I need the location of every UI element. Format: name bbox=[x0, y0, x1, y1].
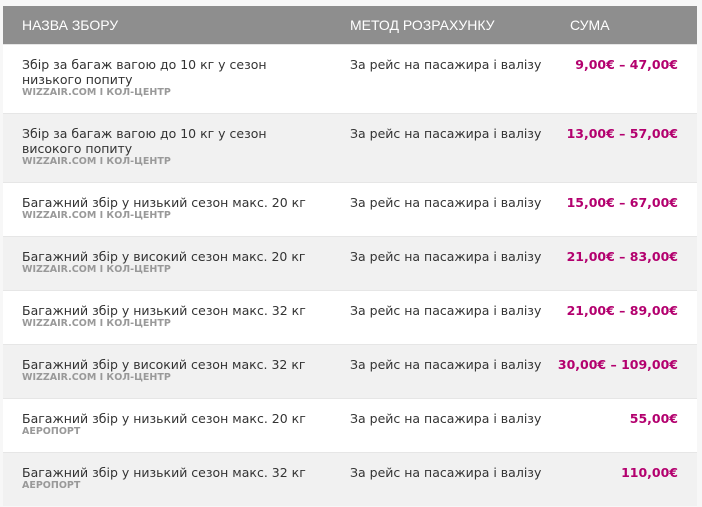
fee-name-cell: Багажний збір у низький сезон макс. 32 к… bbox=[22, 303, 322, 330]
fee-name-cell: Багажний збір у низький сезон макс. 32 к… bbox=[22, 465, 322, 492]
fee-method: За рейс на пасажира і валізу bbox=[350, 57, 542, 72]
fee-name: Збір за багаж вагою до 10 кг у сезон низ… bbox=[22, 57, 267, 87]
fee-source: WIZZAIR.COM І КОЛ-ЦЕНТР bbox=[22, 318, 171, 329]
table-row: Збір за багаж вагою до 10 кг у сезон низ… bbox=[3, 44, 697, 113]
fee-name-cell: Збір за багаж вагою до 10 кг у сезон низ… bbox=[22, 57, 322, 99]
fee-method: За рейс на пасажира і валізу bbox=[350, 303, 542, 318]
fee-method: За рейс на пасажира і валізу bbox=[350, 126, 542, 141]
column-header-method: МЕТОД РОЗРАХУНКУ bbox=[350, 17, 495, 33]
fee-price: 55,00€ bbox=[629, 411, 678, 426]
fee-price: 13,00€ – 57,00€ bbox=[566, 126, 678, 141]
fee-name: Збір за багаж вагою до 10 кг у сезон вис… bbox=[22, 126, 267, 156]
fee-price: 21,00€ – 83,00€ bbox=[566, 249, 678, 264]
fee-name: Багажний збір у високий сезон макс. 32 к… bbox=[22, 357, 306, 372]
fee-method: За рейс на пасажира і валізу bbox=[350, 249, 542, 264]
column-header-name: НАЗВА ЗБОРУ bbox=[22, 17, 119, 33]
fee-method: За рейс на пасажира і валізу bbox=[350, 411, 542, 426]
fee-name-cell: Збір за багаж вагою до 10 кг у сезон вис… bbox=[22, 126, 322, 168]
fee-name: Багажний збір у високий сезон макс. 20 к… bbox=[22, 249, 306, 264]
fee-method: За рейс на пасажира і валізу bbox=[350, 465, 542, 480]
fee-name-cell: Багажний збір у високий сезон макс. 32 к… bbox=[22, 357, 322, 384]
table-row: Багажний збір у низький сезон макс. 20 к… bbox=[3, 182, 697, 236]
table-row: Збір за багаж вагою до 10 кг у сезон вис… bbox=[3, 113, 697, 182]
fee-price: 30,00€ – 109,00€ bbox=[557, 357, 678, 372]
table-row: Багажний збір у високий сезон макс. 32 к… bbox=[3, 344, 697, 398]
fee-method: За рейс на пасажира і валізу bbox=[350, 357, 542, 372]
fee-price: 9,00€ – 47,00€ bbox=[575, 57, 678, 72]
fee-name-cell: Багажний збір у низький сезон макс. 20 к… bbox=[22, 195, 322, 222]
table-row: Багажний збір у низький сезон макс. 32 к… bbox=[3, 290, 697, 344]
fees-table: НАЗВА ЗБОРУ МЕТОД РОЗРАХУНКУ СУМА Збір з… bbox=[3, 6, 697, 506]
table-row: Багажний збір у низький сезон макс. 32 к… bbox=[3, 452, 697, 506]
table-row: Багажний збір у низький сезон макс. 20 к… bbox=[3, 398, 697, 452]
fee-name-cell: Багажний збір у високий сезон макс. 20 к… bbox=[22, 249, 322, 276]
fee-source: WIZZAIR.COM І КОЛ-ЦЕНТР bbox=[22, 264, 171, 275]
fee-source: WIZZAIR.COM І КОЛ-ЦЕНТР bbox=[22, 372, 171, 383]
table-row: Багажний збір у високий сезон макс. 20 к… bbox=[3, 236, 697, 290]
fee-method: За рейс на пасажира і валізу bbox=[350, 195, 542, 210]
table-header: НАЗВА ЗБОРУ МЕТОД РОЗРАХУНКУ СУМА bbox=[3, 6, 697, 44]
fee-source: WIZZAIR.COM І КОЛ-ЦЕНТР bbox=[22, 87, 171, 98]
column-header-amount: СУМА bbox=[570, 17, 610, 33]
fee-source: WIZZAIR.COM І КОЛ-ЦЕНТР bbox=[22, 156, 171, 167]
fee-source: АЕРОПОРТ bbox=[22, 426, 81, 437]
fee-price: 15,00€ – 67,00€ bbox=[566, 195, 678, 210]
fee-name: Багажний збір у низький сезон макс. 32 к… bbox=[22, 465, 306, 480]
table-body: Збір за багаж вагою до 10 кг у сезон низ… bbox=[3, 44, 697, 506]
fee-name: Багажний збір у низький сезон макс. 32 к… bbox=[22, 303, 306, 318]
fee-name: Багажний збір у низький сезон макс. 20 к… bbox=[22, 411, 306, 426]
fee-source: WIZZAIR.COM І КОЛ-ЦЕНТР bbox=[22, 210, 171, 221]
fee-name-cell: Багажний збір у низький сезон макс. 20 к… bbox=[22, 411, 322, 438]
fee-source: АЕРОПОРТ bbox=[22, 480, 81, 491]
fee-price: 21,00€ – 89,00€ bbox=[566, 303, 678, 318]
fee-name: Багажний збір у низький сезон макс. 20 к… bbox=[22, 195, 306, 210]
fee-price: 110,00€ bbox=[621, 465, 678, 480]
